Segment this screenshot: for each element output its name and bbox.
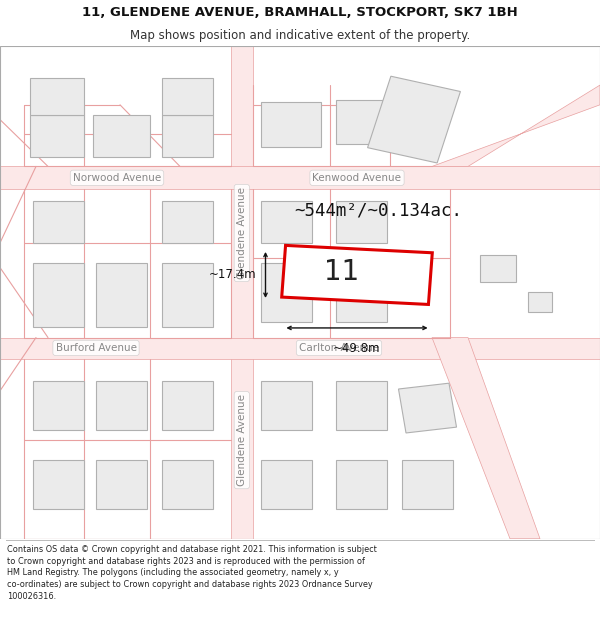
Polygon shape bbox=[162, 262, 213, 327]
Text: Carlton Avenue: Carlton Avenue bbox=[299, 343, 379, 353]
Polygon shape bbox=[261, 201, 312, 243]
Polygon shape bbox=[336, 201, 387, 243]
Text: Glendene Avenue: Glendene Avenue bbox=[237, 394, 247, 486]
Text: Contains OS data © Crown copyright and database right 2021. This information is : Contains OS data © Crown copyright and d… bbox=[7, 545, 377, 601]
Polygon shape bbox=[162, 460, 213, 509]
Polygon shape bbox=[162, 114, 213, 157]
Polygon shape bbox=[162, 78, 213, 114]
Polygon shape bbox=[30, 78, 84, 114]
Polygon shape bbox=[336, 381, 387, 430]
Text: 11: 11 bbox=[325, 259, 359, 286]
Text: Norwood Avenue: Norwood Avenue bbox=[73, 173, 161, 182]
Polygon shape bbox=[528, 292, 552, 312]
Polygon shape bbox=[398, 383, 457, 433]
Text: ~544m²/~0.134ac.: ~544m²/~0.134ac. bbox=[294, 202, 462, 220]
Polygon shape bbox=[261, 262, 312, 322]
Polygon shape bbox=[402, 460, 453, 509]
Text: Burford Avenue: Burford Avenue bbox=[56, 343, 137, 353]
Polygon shape bbox=[96, 381, 147, 430]
Polygon shape bbox=[0, 338, 600, 359]
Polygon shape bbox=[33, 262, 84, 327]
Polygon shape bbox=[33, 381, 84, 430]
Polygon shape bbox=[231, 46, 253, 539]
Polygon shape bbox=[0, 166, 600, 189]
Polygon shape bbox=[480, 255, 516, 282]
Polygon shape bbox=[162, 201, 213, 243]
Polygon shape bbox=[336, 262, 387, 322]
Text: 11, GLENDENE AVENUE, BRAMHALL, STOCKPORT, SK7 1BH: 11, GLENDENE AVENUE, BRAMHALL, STOCKPORT… bbox=[82, 6, 518, 19]
Polygon shape bbox=[336, 460, 387, 509]
Polygon shape bbox=[336, 100, 390, 144]
Polygon shape bbox=[261, 460, 312, 509]
Polygon shape bbox=[368, 76, 460, 163]
Text: ~49.8m: ~49.8m bbox=[333, 342, 381, 355]
Polygon shape bbox=[432, 338, 540, 539]
Polygon shape bbox=[432, 85, 600, 166]
Polygon shape bbox=[96, 460, 147, 509]
Polygon shape bbox=[162, 381, 213, 430]
Polygon shape bbox=[261, 381, 312, 430]
Text: Glendene Avenue: Glendene Avenue bbox=[237, 187, 247, 279]
Text: Map shows position and indicative extent of the property.: Map shows position and indicative extent… bbox=[130, 29, 470, 42]
Text: Kenwood Avenue: Kenwood Avenue bbox=[313, 173, 401, 182]
Text: ~17.4m: ~17.4m bbox=[209, 268, 257, 281]
Polygon shape bbox=[282, 246, 432, 304]
Polygon shape bbox=[93, 114, 150, 157]
Polygon shape bbox=[33, 201, 84, 243]
Polygon shape bbox=[33, 460, 84, 509]
Polygon shape bbox=[30, 114, 84, 157]
Polygon shape bbox=[261, 102, 321, 147]
Polygon shape bbox=[96, 262, 147, 327]
